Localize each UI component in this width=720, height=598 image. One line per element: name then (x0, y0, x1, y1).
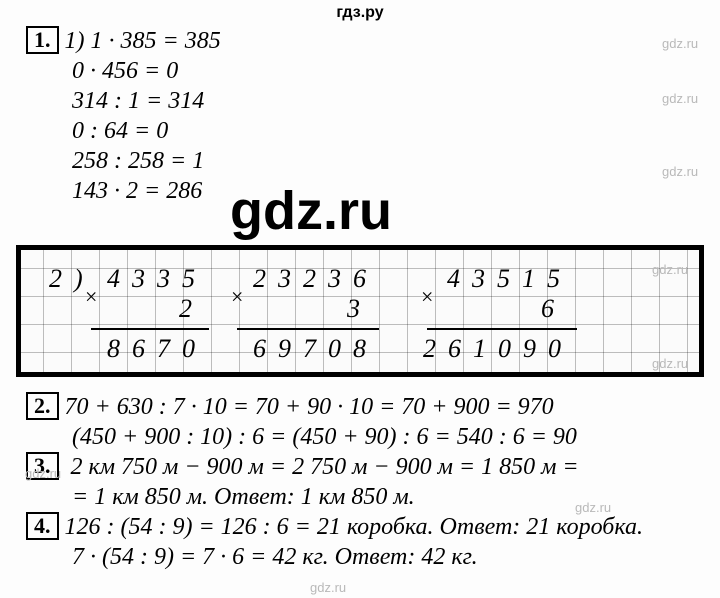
c3-mid: 6 (541, 294, 566, 324)
problem-number-2: 2. (26, 392, 59, 420)
p1-line5: 258 : 258 = 1 (26, 146, 700, 176)
p2-line1: 2.70 + 630 : 7 · 10 = 70 + 90 · 10 = 70 … (26, 392, 700, 422)
c3-rule (427, 328, 577, 330)
watermark-3: gdz.ru (662, 164, 698, 179)
p1-line1: 1.1) 1 · 385 = 385 (26, 26, 700, 56)
problem-number-4: 4. (26, 512, 59, 540)
watermark-1: gdz.ru (662, 36, 698, 51)
c1-mult-icon: × (85, 284, 97, 310)
c1-bot: 8670 (107, 334, 207, 364)
c1-rule (91, 328, 209, 330)
c3-bot: 261090 (423, 334, 573, 364)
solution-body: 1.1) 1 · 385 = 385 0 · 456 = 0 314 : 1 =… (0, 22, 720, 206)
c2-rule (237, 328, 379, 330)
p1-line4: 0 : 64 = 0 (26, 116, 700, 146)
c1-top: 4335 (107, 264, 207, 294)
p1-line3: 314 : 1 = 314 (26, 86, 700, 116)
p4-line1: 4.126 : (54 : 9) = 126 : 6 = 21 коробка.… (26, 512, 700, 542)
watermark-8: gdz.ru (310, 580, 346, 595)
p3-line1: 3. 2 км 750 м − 900 м = 2 750 м − 900 м … (26, 452, 700, 482)
c2-top: 23236 (253, 264, 378, 294)
big-watermark: gdz.ru (230, 180, 392, 242)
c3-top: 43515 (447, 264, 572, 294)
watermark-7: gdz.ru (575, 500, 611, 515)
grid-content: 2) 4335 × 2 8670 23236 × 3 69708 43515 ×… (21, 250, 699, 372)
p4-l1: 126 : (54 : 9) = 126 : 6 = 21 коробка. О… (65, 514, 643, 540)
solution-body-2: 2.70 + 630 : 7 · 10 = 70 + 90 · 10 = 70 … (0, 388, 720, 572)
problem-number-1: 1. (26, 26, 59, 54)
longmult-grid: 2) 4335 × 2 8670 23236 × 3 69708 43515 ×… (16, 245, 704, 377)
watermark-6: gdz.ru (25, 466, 61, 481)
p2-l1: 70 + 630 : 7 · 10 = 70 + 90 · 10 = 70 + … (65, 394, 554, 420)
p1-head-text: 1) 1 · 385 = 385 (65, 28, 221, 54)
site-header: гдз.ру (0, 0, 720, 22)
p1-line2: 0 · 456 = 0 (26, 56, 700, 86)
watermark-4: gdz.ru (652, 262, 688, 277)
c1-mid: 2 (179, 294, 204, 324)
c3-mult-icon: × (421, 284, 433, 310)
p2-line2: (450 + 900 : 10) : 6 = (450 + 90) : 6 = … (26, 422, 700, 452)
c2-mult-icon: × (231, 284, 243, 310)
watermark-2: gdz.ru (662, 91, 698, 106)
c2-bot: 69708 (253, 334, 378, 364)
p4-line2: 7 · (54 : 9) = 7 · 6 = 42 кг. Ответ: 42 … (26, 542, 700, 572)
c2-mid: 3 (347, 294, 372, 324)
p3-l1: 2 км 750 м − 900 м = 2 750 м − 900 м = 1… (65, 454, 579, 480)
watermark-5: gdz.ru (652, 356, 688, 371)
